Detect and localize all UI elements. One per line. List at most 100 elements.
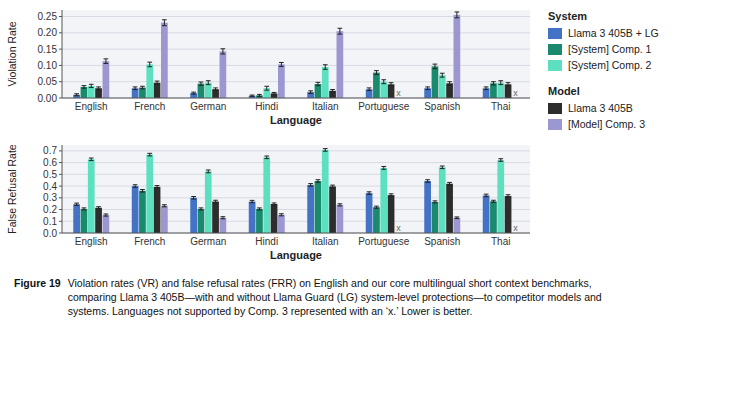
error-cap xyxy=(491,202,496,203)
bar: [Model] Comp. 3 xyxy=(161,206,168,233)
error-cap xyxy=(264,90,269,91)
error-bar xyxy=(389,83,394,86)
error-cap xyxy=(338,205,343,206)
error-bar xyxy=(308,91,313,94)
y-axis-label: False Refusal Rate xyxy=(6,144,18,233)
error-cap xyxy=(455,218,460,219)
error-bar xyxy=(374,71,379,75)
error-cap xyxy=(279,215,284,216)
error-cap xyxy=(221,216,226,217)
error-bar xyxy=(162,205,167,207)
bar: [System] Comp. 1 xyxy=(315,84,322,98)
error-cap xyxy=(162,19,167,20)
error-cap xyxy=(191,196,196,197)
error-cap xyxy=(74,93,79,94)
error-cap xyxy=(162,204,167,205)
error-bar xyxy=(498,159,503,162)
error-cap xyxy=(440,77,445,78)
bar: Llama 3 405B xyxy=(212,202,219,233)
error-cap xyxy=(133,187,138,188)
error-bar xyxy=(330,185,335,188)
error-cap xyxy=(206,80,211,81)
error-cap xyxy=(381,83,386,84)
error-bar xyxy=(316,180,321,183)
bar: [System] Comp. 2 xyxy=(497,160,504,233)
error-bar xyxy=(74,94,79,96)
x-tick-label: German xyxy=(190,101,226,112)
error-cap xyxy=(213,200,218,201)
error-cap xyxy=(104,63,109,64)
bar: [System] Comp. 1 xyxy=(432,66,439,98)
error-cap xyxy=(147,155,152,156)
error-cap xyxy=(74,95,79,96)
error-cap xyxy=(491,200,496,201)
error-bar xyxy=(455,217,460,219)
bar: [Model] Comp. 3 xyxy=(220,51,227,98)
error-cap xyxy=(506,194,511,195)
bar: [System] Comp. 2 xyxy=(205,83,212,98)
bar: Llama 3 405B xyxy=(154,187,161,233)
error-line xyxy=(208,81,209,85)
error-bar xyxy=(257,94,262,96)
error-line xyxy=(266,86,267,90)
error-cap xyxy=(133,184,138,185)
bar: [System] Comp. 2 xyxy=(322,67,329,98)
y-tick-label: 0.00 xyxy=(38,93,58,104)
error-cap xyxy=(323,64,328,65)
error-bar xyxy=(147,62,152,67)
error-cap xyxy=(140,192,145,193)
error-line xyxy=(281,62,282,66)
error-bar xyxy=(484,194,489,197)
error-bar xyxy=(96,87,101,90)
error-bar xyxy=(155,81,160,84)
error-bar xyxy=(133,87,138,90)
x-tick-label: Portuguese xyxy=(358,101,410,112)
bar: [System] Comp. 1 xyxy=(198,84,205,98)
error-cap xyxy=(440,73,445,74)
error-bar xyxy=(257,208,262,210)
error-cap xyxy=(330,92,335,93)
error-bar xyxy=(491,82,496,85)
error-cap xyxy=(104,216,109,217)
grid-line xyxy=(62,233,530,234)
x-tick-label: Spanish xyxy=(424,101,460,112)
error-cap xyxy=(374,208,379,209)
error-bar xyxy=(104,214,109,216)
error-cap xyxy=(96,86,101,87)
error-bar xyxy=(221,49,226,54)
bar: Llama 3 405B + LG xyxy=(483,88,490,98)
error-bar xyxy=(272,203,277,205)
error-cap xyxy=(316,85,321,86)
error-cap xyxy=(133,89,138,90)
error-cap xyxy=(162,25,167,26)
bar: Llama 3 405B xyxy=(388,84,395,98)
error-cap xyxy=(96,206,101,207)
error-cap xyxy=(74,203,79,204)
error-cap xyxy=(82,88,87,89)
error-cap xyxy=(147,62,152,63)
error-line xyxy=(222,49,223,54)
bar: [System] Comp. 2 xyxy=(88,86,95,98)
error-bar xyxy=(140,189,145,192)
y-tick-label: 0.5 xyxy=(43,169,57,180)
error-cap xyxy=(250,96,255,97)
error-bar xyxy=(206,170,211,173)
error-cap xyxy=(264,86,269,87)
error-cap xyxy=(374,70,379,71)
error-cap xyxy=(221,218,226,219)
error-cap xyxy=(191,92,196,93)
bars: Llama 3 405B + LGLlama 3 405B + LGLlama … xyxy=(73,12,511,98)
error-cap xyxy=(338,203,343,204)
error-cap xyxy=(272,205,277,206)
error-line xyxy=(442,73,443,77)
error-cap xyxy=(374,206,379,207)
y-axis xyxy=(62,10,63,98)
bar: Llama 3 405B xyxy=(505,196,512,233)
error-cap xyxy=(330,187,335,188)
error-cap xyxy=(447,182,452,183)
error-cap xyxy=(257,94,262,95)
error-bar xyxy=(440,166,445,169)
x-tick-label: German xyxy=(190,236,226,247)
error-cap xyxy=(89,158,94,159)
error-cap xyxy=(264,158,269,159)
